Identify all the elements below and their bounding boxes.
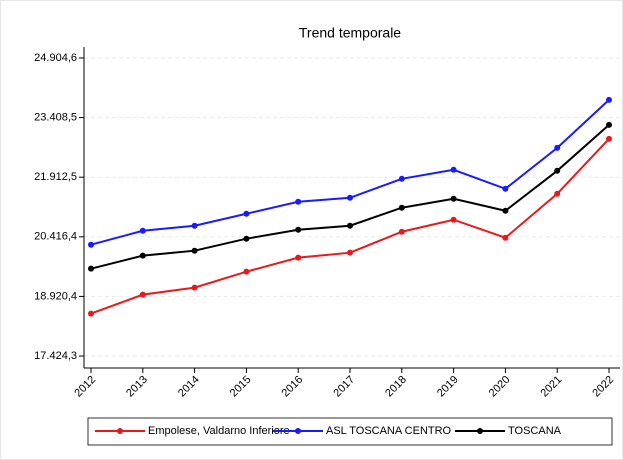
point xyxy=(88,241,94,248)
legend-label: TOSCANA xyxy=(508,425,562,437)
point xyxy=(191,284,198,291)
point xyxy=(398,228,405,235)
point xyxy=(554,190,561,197)
y-tick-label: 21.912,5 xyxy=(34,171,77,183)
point xyxy=(295,198,302,205)
y-tick-label: 23.408,5 xyxy=(34,111,77,123)
legend-marker xyxy=(295,428,301,434)
point xyxy=(295,226,302,233)
point xyxy=(347,222,353,229)
y-tick-label: 17.424,3 xyxy=(34,350,77,362)
plot-area xyxy=(84,47,620,368)
point xyxy=(398,204,405,211)
y-tick-label: 24.904,6 xyxy=(34,52,77,64)
legend: Empolese, Valdarno Inferiore ASL TOSCANA … xyxy=(87,417,613,446)
legend-marker xyxy=(117,428,123,434)
point xyxy=(191,247,198,254)
y-tick-label: 18.920,4 xyxy=(34,290,77,302)
point xyxy=(88,265,94,272)
legend-label: ASL TOSCANA CENTRO xyxy=(326,425,452,437)
point xyxy=(243,210,250,217)
y-tick-label: 20.416,4 xyxy=(34,231,77,243)
point xyxy=(88,310,94,317)
point xyxy=(191,222,198,229)
point xyxy=(139,252,146,259)
legend-box xyxy=(87,417,613,446)
point xyxy=(502,185,509,192)
point xyxy=(502,234,509,241)
point xyxy=(450,216,457,223)
point xyxy=(139,227,146,234)
point xyxy=(606,121,612,128)
point xyxy=(347,249,353,256)
point xyxy=(243,268,250,275)
point xyxy=(502,207,509,214)
point xyxy=(554,144,561,151)
chart-title: Trend temporale xyxy=(299,25,401,41)
point xyxy=(347,194,353,201)
point xyxy=(606,96,612,103)
point xyxy=(450,195,457,202)
point xyxy=(450,166,457,173)
point xyxy=(139,291,146,298)
point xyxy=(398,175,405,182)
legend-label: Empolese, Valdarno Inferiore xyxy=(148,425,290,437)
point xyxy=(243,235,250,242)
point xyxy=(606,135,612,142)
point xyxy=(295,254,302,261)
point xyxy=(554,167,561,174)
legend-marker xyxy=(477,428,483,434)
